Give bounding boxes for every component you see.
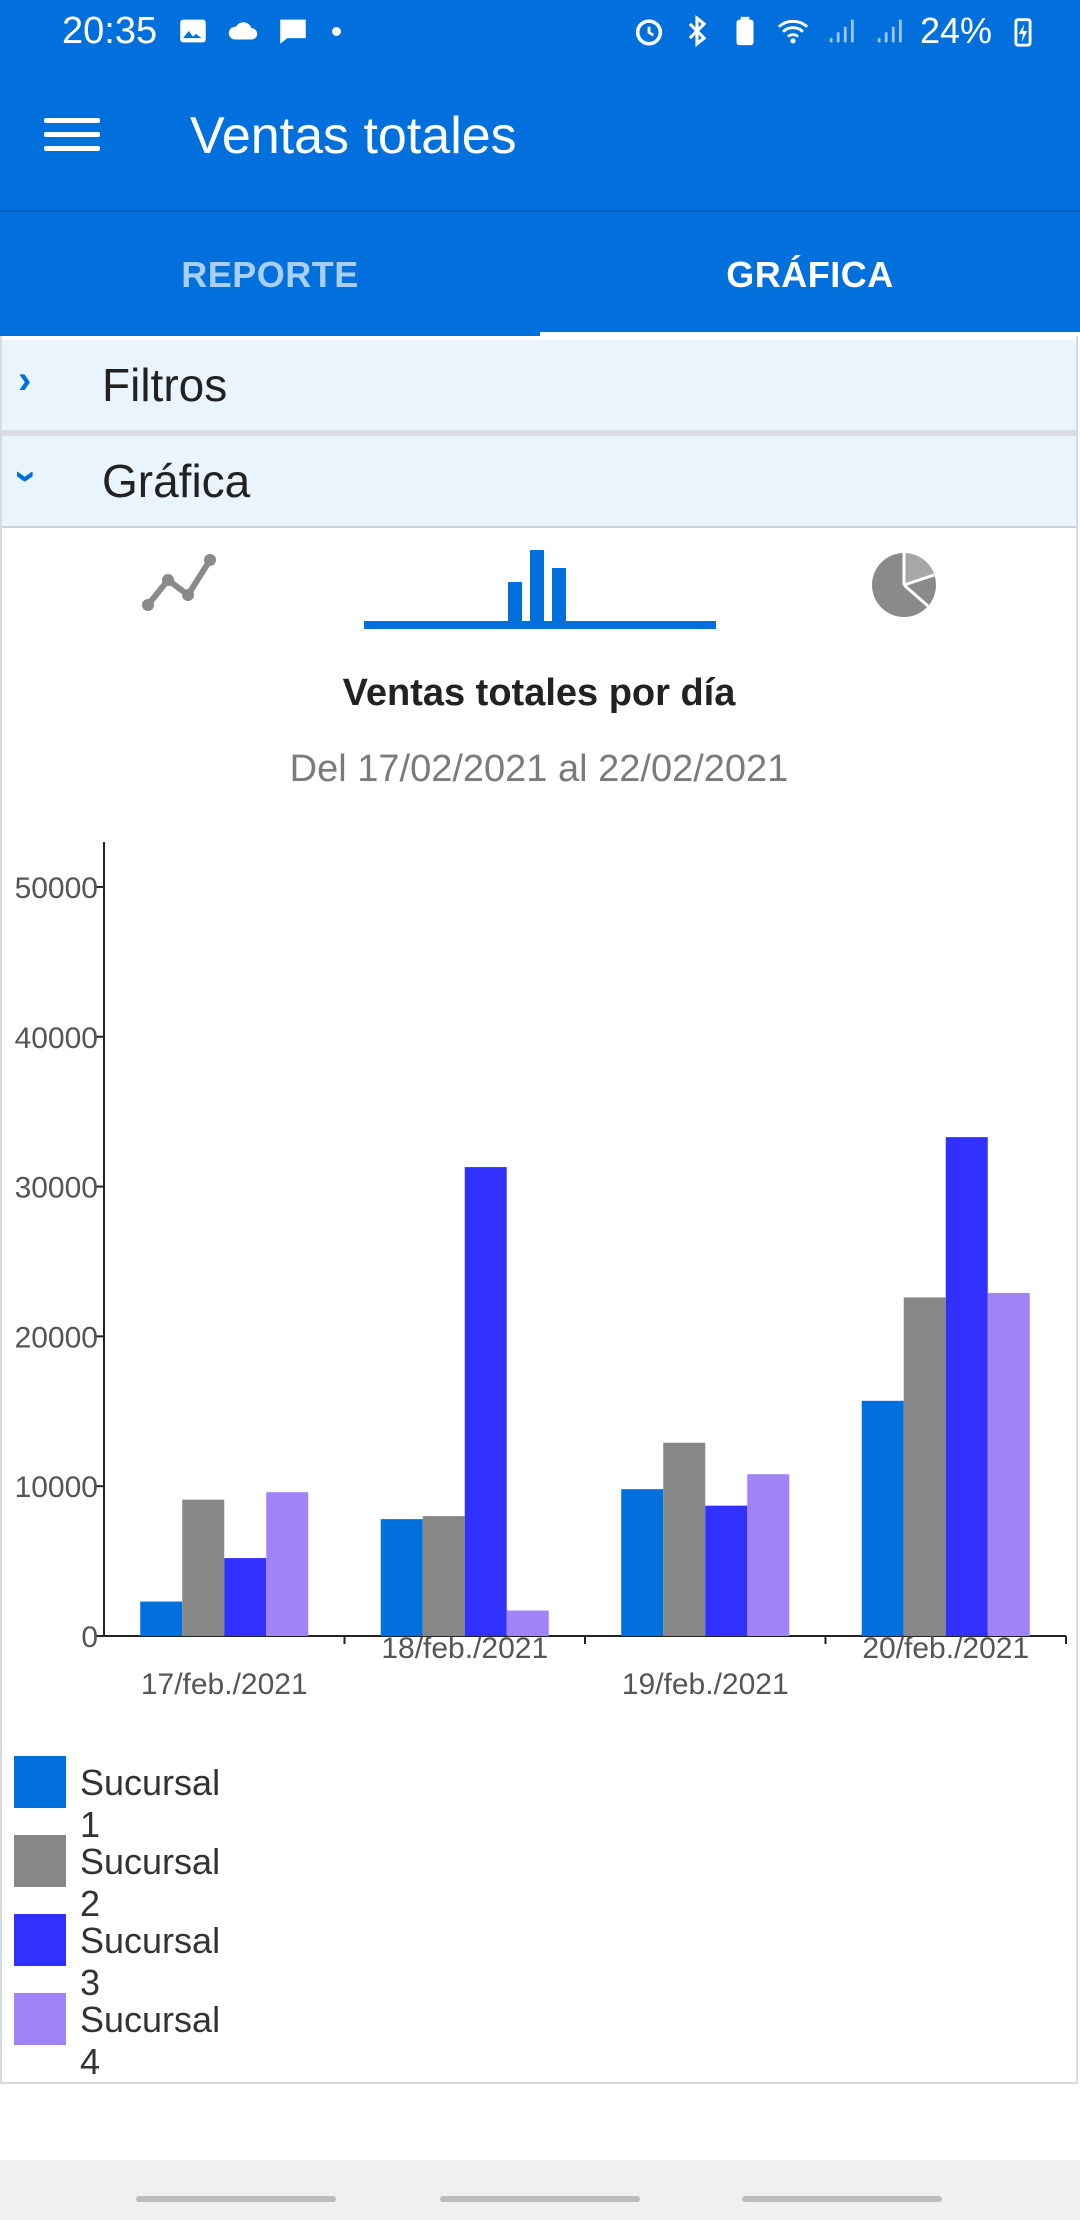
pie-chart-icon[interactable] — [866, 540, 942, 630]
bar — [380, 1519, 423, 1636]
legend-swatch — [14, 1914, 66, 1966]
home-button[interactable] — [440, 2196, 640, 2202]
y-tick-label: 40000 — [15, 1022, 98, 1055]
x-tick-label: 18/feb./2021 — [381, 1632, 548, 1665]
line-chart-icon[interactable] — [130, 540, 230, 630]
chevron-right-icon: › — [18, 358, 32, 402]
status-time: 20:35 — [62, 10, 158, 52]
app-bar: Ventas totales — [0, 66, 1080, 210]
y-tick-label: 30000 — [15, 1172, 98, 1205]
legend-swatch — [14, 1756, 66, 1808]
bar — [861, 1400, 904, 1636]
legend-swatch — [14, 1835, 66, 1887]
x-tick-label: 17/feb./2021 — [141, 1668, 308, 1701]
more-notifications-dot — [332, 26, 341, 36]
status-bar: 20:35 24% — [0, 0, 1080, 66]
bar — [506, 1610, 549, 1636]
bar — [266, 1492, 309, 1636]
section-filtros-header[interactable]: › Filtros — [2, 340, 1076, 432]
section-filtros-label: Filtros — [102, 359, 228, 411]
chart-title: Ventas totales por día — [342, 672, 736, 714]
legend-label: Sucursal 3 — [80, 1920, 221, 2003]
y-tick-label: 50000 — [15, 872, 98, 905]
bar — [945, 1137, 988, 1636]
bluetooth-icon — [688, 15, 707, 47]
x-tick-label: 19/feb./2021 — [622, 1668, 789, 1701]
bar — [987, 1292, 1030, 1636]
bar — [747, 1474, 790, 1636]
page-title: Ventas totales — [190, 107, 517, 165]
system-navigation-bar — [0, 2160, 1080, 2220]
back-button[interactable] — [742, 2196, 942, 2202]
legend-swatch — [14, 1993, 66, 2045]
tab-grafica[interactable]: GRÁFICA — [726, 254, 894, 295]
y-tick-label: 10000 — [15, 1471, 98, 1504]
legend-label: Sucursal 2 — [80, 1841, 221, 1924]
bar — [182, 1499, 225, 1636]
bar — [705, 1505, 748, 1636]
bar — [903, 1297, 946, 1636]
tab-reporte[interactable]: REPORTE — [181, 254, 359, 295]
bar — [663, 1442, 706, 1636]
selected-chart-type-indicator — [364, 621, 716, 629]
menu-icon[interactable] — [40, 112, 104, 166]
bar-chart-icon[interactable] — [500, 540, 580, 630]
notification-icons — [176, 14, 341, 48]
section-divider — [2, 430, 1076, 436]
legend-label: Sucursal 4 — [80, 1999, 221, 2082]
signal-icon — [829, 19, 854, 43]
x-tick-label: 20/feb./2021 — [862, 1632, 1029, 1665]
legend-label: Sucursal 1 — [80, 1762, 221, 1845]
battery-percentage: 24% — [919, 10, 992, 51]
section-grafica-header[interactable]: › Gráfica — [2, 436, 1076, 528]
recent-apps-button[interactable] — [136, 2196, 336, 2202]
y-tick-label: 20000 — [15, 1321, 98, 1354]
y-tick-label: 0 — [81, 1621, 98, 1654]
section-grafica-label: Gráfica — [102, 455, 251, 507]
message-icon — [280, 19, 306, 44]
battery-charging-icon — [1014, 18, 1032, 47]
bar — [422, 1516, 465, 1636]
chart-subtitle: Del 17/02/2021 al 22/02/2021 — [289, 748, 789, 790]
image-icon — [180, 19, 206, 43]
bar-chart: 0 10000 20000 30000 40000 50000 17/feb./2021 18… — [15, 842, 1067, 1701]
active-tab-indicator — [540, 332, 1080, 338]
battery-saver-icon — [736, 16, 754, 46]
cloud-icon — [228, 22, 258, 40]
signal-icon — [877, 19, 902, 43]
wifi-icon — [777, 19, 809, 44]
chevron-down-icon: › — [5, 469, 50, 484]
alarm-icon — [635, 19, 663, 46]
system-icons: 24% — [632, 10, 1040, 52]
bar — [224, 1558, 267, 1636]
bar — [140, 1601, 183, 1636]
bar — [464, 1167, 507, 1636]
bar — [621, 1489, 664, 1636]
tab-bar: REPORTE GRÁFICA — [0, 210, 1080, 338]
